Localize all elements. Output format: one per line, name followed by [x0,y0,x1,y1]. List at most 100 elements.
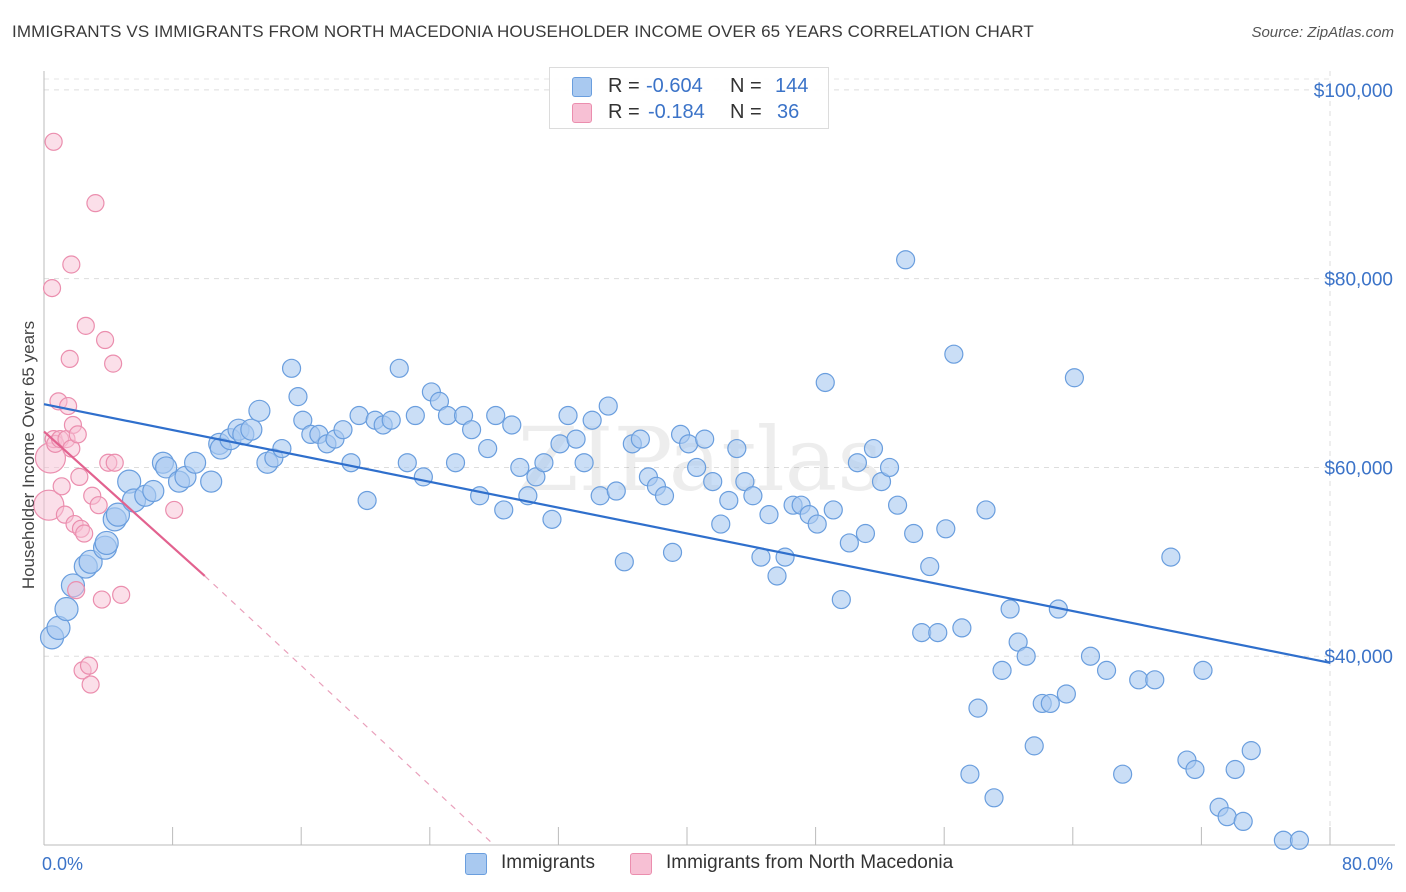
point-immigrants [767,566,787,586]
point-north-macedonia [62,255,81,274]
point-immigrants [847,453,867,473]
legend-n-label: N = [730,101,762,123]
point-immigrants [1056,684,1076,704]
point-north-macedonia [104,354,123,373]
point-immigrants [478,438,498,459]
point-immigrants [1289,830,1310,850]
point-north-macedonia [92,590,111,609]
point-north-macedonia [112,585,131,604]
legend-n-value: 36 [777,101,800,123]
point-north-macedonia [86,194,105,213]
point-north-macedonia [95,330,115,350]
point-immigrants [1193,660,1213,680]
point-immigrants [952,618,972,638]
legend-swatch-pink [630,853,652,875]
point-immigrants [1273,830,1293,850]
point-immigrants [863,438,884,459]
point-immigrants [1225,759,1245,780]
point-immigrants [272,438,292,459]
point-immigrants [679,434,699,454]
y-tick-label: $100,000 [1314,81,1393,102]
point-immigrants [1233,811,1253,832]
point-immigrants [1000,599,1020,619]
point-immigrants [534,453,554,473]
source-label: Source: ZipAtlas.com [1251,24,1394,41]
point-immigrants [1080,646,1101,666]
point-immigrants [288,387,308,407]
point-immigrants [1024,736,1044,756]
point-immigrants [1064,368,1085,388]
legend-r-value: -0.604 [646,75,703,97]
point-north-macedonia [60,349,79,368]
trend-lines [43,403,1331,664]
point-immigrants [142,479,165,503]
point-immigrants [333,420,353,440]
point-immigrants [614,552,634,572]
point-immigrants [389,358,409,378]
point-immigrants [743,486,763,506]
point-north-macedonia [75,524,94,543]
point-north-macedonia [89,496,108,515]
point-immigrants [855,523,876,544]
point-immigrants [1016,646,1036,666]
point-immigrants [944,344,964,364]
point-immigrants [703,471,723,492]
point-immigrants [397,453,417,473]
legend-swatch-blue [572,77,592,97]
point-north-macedonia [52,477,71,496]
point-immigrants [711,514,731,534]
point-immigrants [831,589,851,610]
point-immigrants [550,434,570,454]
point-immigrants [54,596,79,622]
point-immigrants [960,764,980,784]
trend-line-north-macedonia [43,430,206,577]
point-immigrants [839,533,859,553]
point-immigrants [598,396,618,416]
point-immigrants [1096,660,1117,680]
point-immigrants [654,486,675,506]
legend-swatch-blue [465,853,487,875]
point-immigrants [155,456,178,479]
point-north-macedonia [165,500,184,520]
point-immigrants [502,415,522,435]
point-immigrants [968,698,988,718]
point-immigrants [976,500,996,520]
point-immigrants [445,453,466,473]
point-immigrants [992,660,1012,680]
point-immigrants [105,502,131,527]
point-immigrants [281,358,302,378]
point-immigrants [574,453,594,473]
trend-extension-north-macedonia [204,575,495,846]
series-legend: Immigrants Immigrants from North Macedon… [0,852,1406,878]
x-tick-label: 80.0% [1342,854,1393,874]
chart-title: IMMIGRANTS VS IMMIGRANTS FROM NORTH MACE… [12,22,1034,41]
legend-r-label: R = [608,75,640,97]
point-north-macedonia [44,132,63,151]
point-immigrants [984,788,1004,808]
point-immigrants [823,500,843,520]
series-immigrants [39,250,1310,850]
point-immigrants [437,405,458,426]
point-immigrants [662,542,683,562]
point-immigrants [887,495,908,515]
point-immigrants [904,523,924,544]
point-immigrants [184,451,207,474]
point-immigrants [240,418,263,441]
point-immigrants [695,429,715,449]
legend-n-label: N = [730,75,762,97]
point-immigrants [566,429,586,449]
legend-n-value: 144 [775,75,809,97]
point-immigrants [78,549,103,574]
point-immigrants [687,457,707,478]
tick-labels: $40,000 $60,000 $80,000 $100,000 0.0% 80.0% [42,81,1393,874]
point-north-macedonia [68,425,87,444]
point-north-macedonia [67,581,86,600]
point-immigrants [461,420,482,440]
trend-line-extension [204,575,495,846]
point-immigrants [879,457,900,478]
point-immigrants [815,372,835,393]
point-north-macedonia [105,453,124,472]
point-north-macedonia [70,467,89,486]
point-immigrants [719,490,739,511]
